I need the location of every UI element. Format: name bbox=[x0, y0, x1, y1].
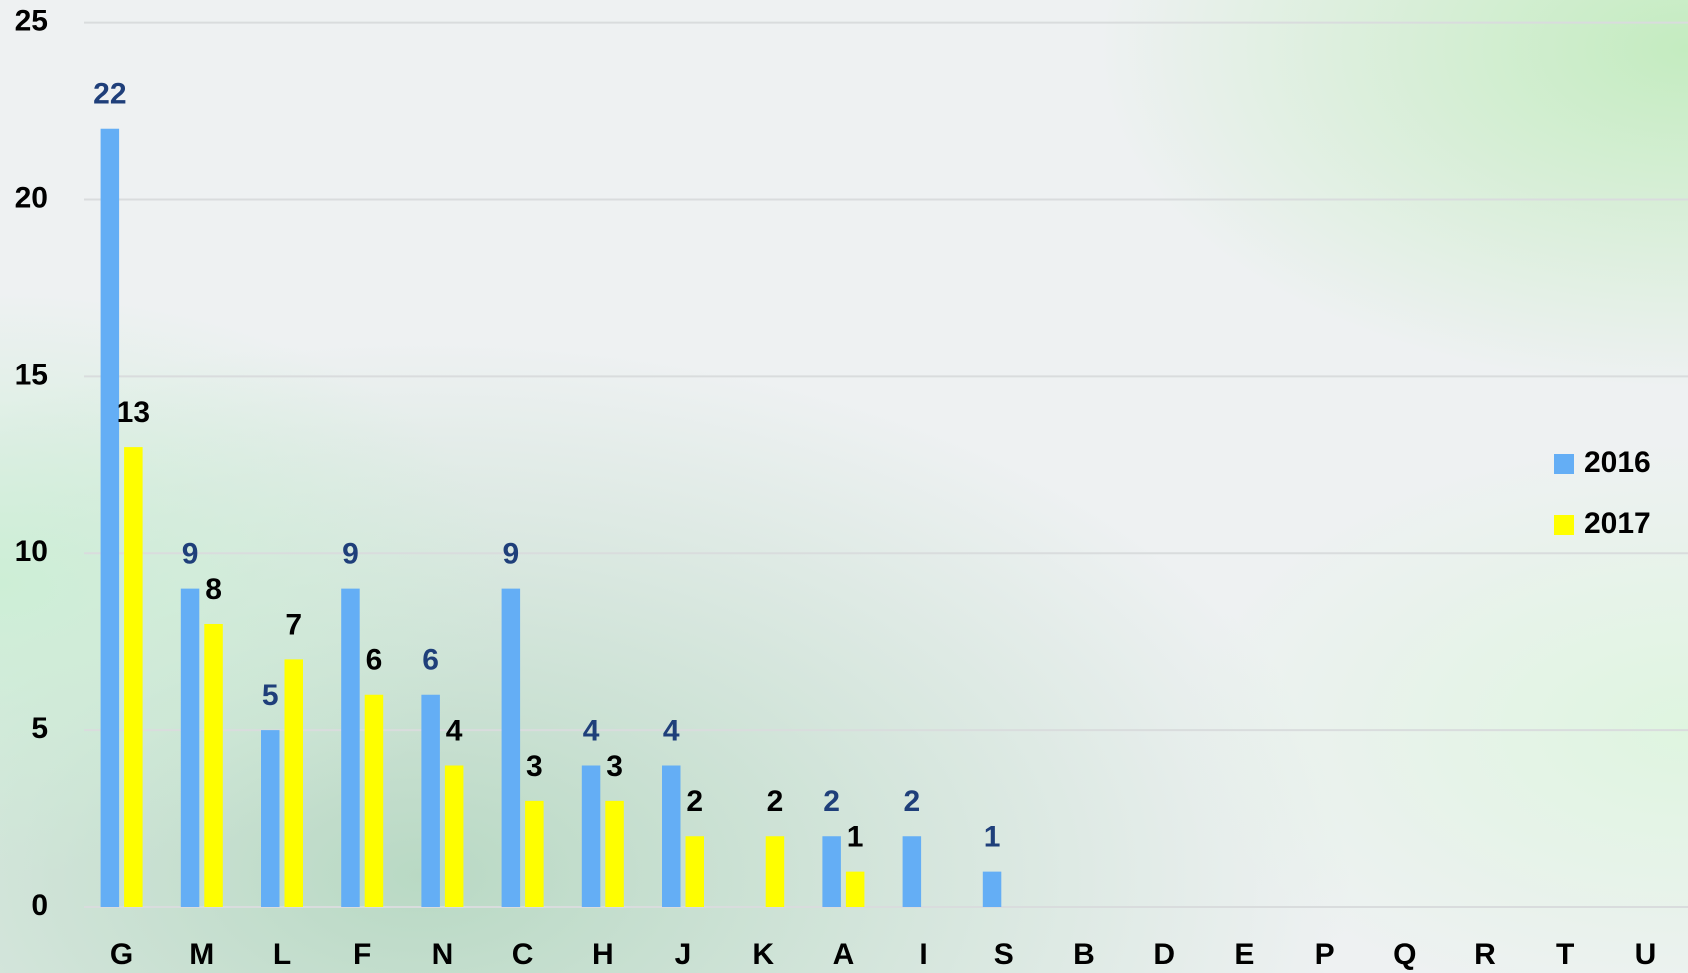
bar bbox=[662, 765, 681, 907]
x-tick-label: M bbox=[189, 938, 214, 971]
data-label: 3 bbox=[526, 750, 543, 783]
data-label: 9 bbox=[503, 538, 520, 571]
bar bbox=[822, 836, 841, 907]
x-tick-label: Q bbox=[1393, 938, 1416, 971]
data-label: 2 bbox=[686, 785, 703, 818]
data-label: 8 bbox=[205, 573, 222, 606]
data-label: 4 bbox=[583, 714, 600, 747]
bar bbox=[525, 800, 544, 907]
data-label: 2 bbox=[904, 785, 921, 818]
legend-label: 2016 bbox=[1584, 446, 1651, 479]
x-tick-label: A bbox=[833, 938, 855, 971]
bar bbox=[421, 694, 440, 907]
y-tick-label: 0 bbox=[31, 889, 48, 922]
x-tick-label: F bbox=[353, 938, 371, 971]
data-label: 1 bbox=[847, 821, 864, 854]
x-tick-label: I bbox=[919, 938, 927, 971]
bar bbox=[204, 623, 223, 907]
bar bbox=[284, 659, 303, 907]
data-label: 13 bbox=[117, 396, 150, 429]
y-tick-label: 10 bbox=[15, 535, 48, 568]
bar bbox=[124, 447, 143, 907]
bar bbox=[364, 694, 384, 907]
x-tick-label: T bbox=[1556, 938, 1574, 971]
y-tick-label: 25 bbox=[15, 5, 48, 38]
x-tick-label: P bbox=[1315, 938, 1335, 971]
data-label: 5 bbox=[262, 679, 279, 712]
x-tick-label: E bbox=[1234, 938, 1254, 971]
x-tick-label: D bbox=[1153, 938, 1175, 971]
legend-label: 2017 bbox=[1584, 507, 1651, 540]
bar bbox=[605, 800, 624, 907]
x-tick-label: G bbox=[110, 938, 133, 971]
data-label: 3 bbox=[606, 750, 623, 783]
data-label: 9 bbox=[342, 538, 359, 571]
x-tick-label: R bbox=[1474, 938, 1496, 971]
bar bbox=[341, 588, 360, 907]
bar bbox=[845, 871, 865, 907]
data-label: 4 bbox=[446, 714, 463, 747]
x-tick-label: U bbox=[1635, 938, 1657, 971]
bar bbox=[902, 836, 922, 907]
x-tick-label: B bbox=[1073, 938, 1095, 971]
y-tick-label: 15 bbox=[15, 358, 48, 391]
x-tick-label: K bbox=[752, 938, 774, 971]
legend-swatch bbox=[1554, 515, 1574, 535]
data-label: 9 bbox=[182, 538, 199, 571]
x-tick-label: L bbox=[273, 938, 291, 971]
bar bbox=[982, 871, 1002, 907]
y-tick-label: 20 bbox=[15, 181, 48, 214]
data-label: 1 bbox=[984, 821, 1001, 854]
bar bbox=[581, 765, 601, 907]
y-tick-label: 5 bbox=[31, 712, 48, 745]
x-tick-label: S bbox=[994, 938, 1014, 971]
data-label: 4 bbox=[663, 714, 680, 747]
bar bbox=[444, 765, 464, 907]
x-tick-label: N bbox=[432, 938, 454, 971]
data-label: 2 bbox=[767, 785, 784, 818]
x-tick-label: J bbox=[675, 938, 692, 971]
data-label: 6 bbox=[366, 644, 383, 677]
bar bbox=[685, 836, 704, 907]
x-tick-label: C bbox=[512, 938, 534, 971]
bar bbox=[501, 588, 521, 907]
bar bbox=[180, 588, 200, 907]
x-tick-label: H bbox=[592, 938, 614, 971]
data-label: 7 bbox=[285, 608, 302, 641]
data-label: 6 bbox=[422, 644, 439, 677]
bar bbox=[261, 730, 280, 907]
legend-swatch bbox=[1554, 454, 1574, 474]
bar bbox=[765, 836, 785, 907]
data-label: 22 bbox=[93, 78, 126, 111]
bar bbox=[100, 128, 120, 907]
data-label: 2 bbox=[823, 785, 840, 818]
